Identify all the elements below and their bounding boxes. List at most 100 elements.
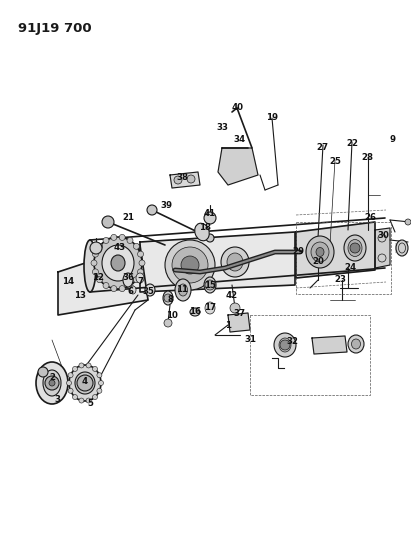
Text: 28: 28 — [361, 154, 373, 163]
Text: 7: 7 — [137, 278, 143, 287]
Text: 35: 35 — [142, 287, 154, 296]
Circle shape — [139, 260, 145, 266]
Circle shape — [350, 243, 360, 253]
Ellipse shape — [43, 370, 61, 396]
Text: 30: 30 — [377, 230, 389, 239]
Polygon shape — [218, 148, 258, 185]
Circle shape — [97, 243, 103, 249]
Ellipse shape — [348, 335, 364, 353]
Circle shape — [103, 282, 109, 288]
Circle shape — [405, 219, 411, 225]
Bar — [296, 222, 391, 294]
Circle shape — [127, 282, 133, 288]
Text: 36: 36 — [122, 273, 134, 282]
Ellipse shape — [181, 256, 199, 274]
Circle shape — [97, 373, 102, 378]
Ellipse shape — [195, 223, 209, 241]
Text: 4: 4 — [82, 377, 88, 386]
Text: 13: 13 — [74, 290, 86, 300]
Circle shape — [72, 366, 78, 372]
Circle shape — [92, 366, 97, 372]
Text: 11: 11 — [176, 286, 188, 295]
Circle shape — [204, 212, 216, 224]
Polygon shape — [375, 228, 390, 268]
Text: 17: 17 — [204, 303, 216, 312]
Ellipse shape — [136, 273, 144, 283]
Circle shape — [103, 238, 109, 244]
Polygon shape — [58, 245, 148, 315]
Ellipse shape — [145, 284, 155, 296]
Circle shape — [111, 235, 117, 240]
Text: 3: 3 — [54, 395, 60, 405]
Circle shape — [97, 277, 103, 282]
Ellipse shape — [274, 333, 296, 357]
Circle shape — [147, 205, 157, 215]
Text: 33: 33 — [216, 124, 228, 133]
Ellipse shape — [75, 372, 95, 394]
Text: 24: 24 — [344, 263, 356, 272]
Circle shape — [164, 319, 172, 327]
Circle shape — [45, 376, 59, 390]
Ellipse shape — [316, 247, 324, 256]
Circle shape — [127, 238, 133, 244]
Ellipse shape — [205, 302, 215, 314]
Ellipse shape — [306, 236, 334, 268]
Text: 19: 19 — [266, 114, 278, 123]
Text: 8: 8 — [167, 295, 173, 304]
Circle shape — [97, 389, 102, 393]
Circle shape — [119, 286, 125, 292]
Ellipse shape — [396, 240, 408, 256]
Ellipse shape — [344, 235, 366, 261]
Text: 10: 10 — [166, 311, 178, 319]
Circle shape — [92, 269, 99, 275]
Text: 12: 12 — [92, 273, 104, 282]
Text: 2: 2 — [49, 374, 55, 383]
Ellipse shape — [311, 242, 329, 262]
Ellipse shape — [221, 247, 249, 277]
Text: 18: 18 — [199, 223, 211, 232]
Text: 42: 42 — [226, 290, 238, 300]
Polygon shape — [312, 336, 347, 354]
Circle shape — [119, 235, 125, 240]
Text: 20: 20 — [312, 257, 324, 266]
Text: 27: 27 — [316, 143, 328, 152]
Circle shape — [79, 398, 84, 403]
Circle shape — [280, 340, 290, 350]
Circle shape — [86, 363, 91, 368]
Ellipse shape — [94, 237, 142, 289]
Text: 23: 23 — [334, 276, 346, 285]
Polygon shape — [140, 232, 295, 292]
Bar — [250, 315, 370, 395]
Circle shape — [99, 381, 104, 385]
Polygon shape — [170, 172, 200, 188]
Text: 16: 16 — [189, 308, 201, 317]
Text: 43: 43 — [114, 244, 126, 253]
Circle shape — [90, 242, 102, 254]
Text: 34: 34 — [234, 135, 246, 144]
Text: 40: 40 — [232, 103, 244, 112]
Circle shape — [187, 175, 195, 183]
Ellipse shape — [36, 362, 68, 404]
Text: 39: 39 — [160, 200, 172, 209]
Text: 22: 22 — [346, 139, 358, 148]
Ellipse shape — [130, 286, 136, 294]
Circle shape — [102, 216, 114, 228]
Text: 21: 21 — [122, 214, 134, 222]
Circle shape — [134, 243, 139, 249]
Circle shape — [205, 280, 215, 290]
Text: 32: 32 — [286, 337, 298, 346]
Circle shape — [92, 251, 99, 257]
Text: 9: 9 — [389, 135, 395, 144]
Ellipse shape — [163, 291, 173, 305]
Circle shape — [138, 269, 143, 275]
Ellipse shape — [172, 247, 208, 283]
Text: 31: 31 — [244, 335, 256, 344]
Text: 1: 1 — [225, 320, 231, 329]
Ellipse shape — [279, 338, 291, 352]
Text: 37: 37 — [234, 309, 246, 318]
Circle shape — [206, 234, 214, 242]
Ellipse shape — [111, 255, 125, 271]
Circle shape — [111, 286, 117, 292]
Text: 26: 26 — [364, 214, 376, 222]
Circle shape — [174, 176, 182, 184]
